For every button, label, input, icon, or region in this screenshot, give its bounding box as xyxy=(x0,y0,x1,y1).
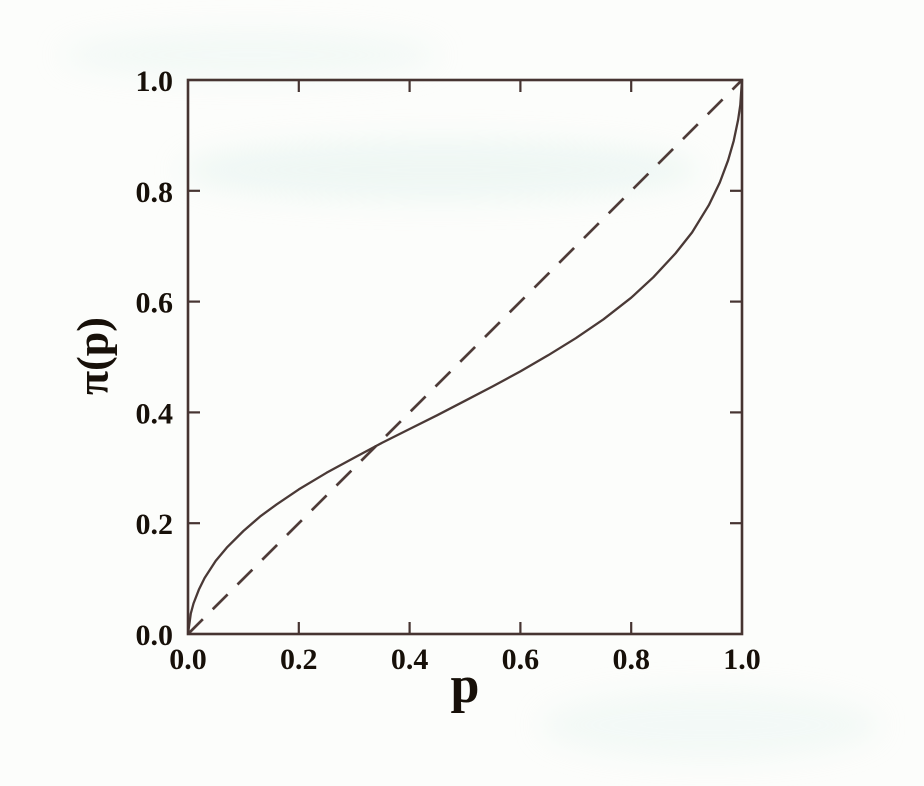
x-tick-label: 0.8 xyxy=(612,643,650,676)
y-tick-label: 0.8 xyxy=(136,176,174,209)
x-axis-label: p xyxy=(450,657,480,714)
y-axis-label: π(p) xyxy=(68,317,118,395)
x-tick-label: 0.0 xyxy=(169,643,207,676)
y-tick-label: 1.0 xyxy=(136,65,174,98)
probability-weighting-curve xyxy=(186,79,744,635)
x-tick-label: 0.4 xyxy=(391,643,429,676)
x-tick-label: 0.2 xyxy=(280,643,318,676)
y-tick-label: 0.0 xyxy=(136,619,174,652)
y-tick-label: 0.2 xyxy=(136,508,174,541)
plot-frame xyxy=(186,78,744,636)
y-tick-label: 0.6 xyxy=(136,287,174,320)
y-tick-label: 0.4 xyxy=(136,397,174,430)
identity-line xyxy=(187,79,743,635)
x-tick-label: 1.0 xyxy=(723,643,761,676)
x-tick-label: 0.6 xyxy=(502,643,540,676)
